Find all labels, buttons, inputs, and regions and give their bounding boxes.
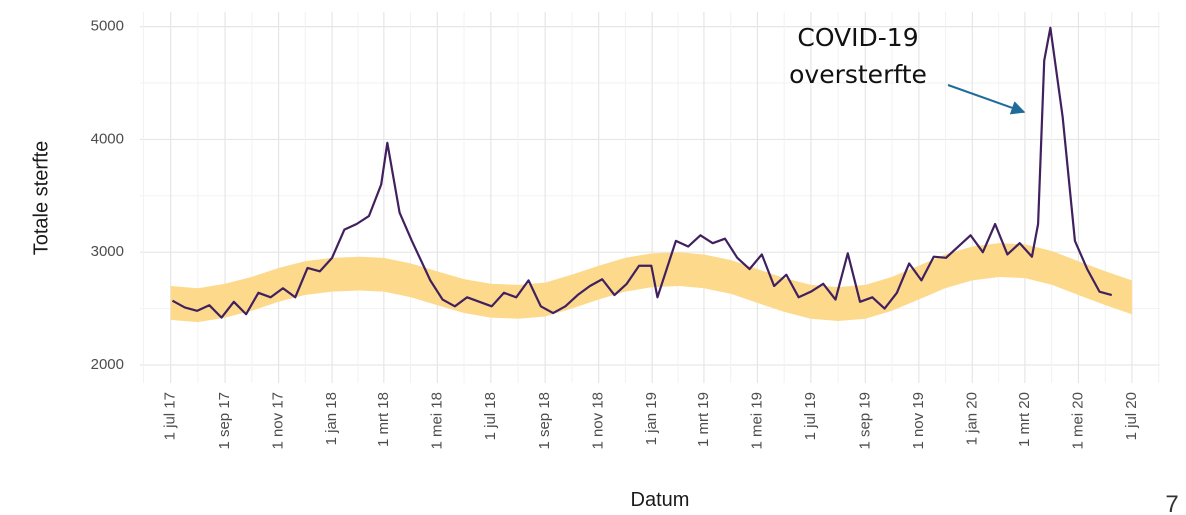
x-tick-label: 1 mei 19 [748, 392, 765, 450]
x-tick-label: 1 jul 17 [162, 392, 179, 440]
x-tick-label: 1 jul 18 [482, 392, 499, 440]
x-tick-label: 1 jan 19 [643, 392, 660, 445]
x-tick-label: 1 nov 18 [590, 392, 607, 450]
expected-band [170, 243, 1132, 323]
annotation-arrow [947, 84, 1026, 115]
y-tick-label: 4000 [91, 130, 124, 147]
x-tick-label: 1 jul 19 [802, 392, 819, 440]
y-tick-label: 5000 [91, 18, 124, 35]
plot [170, 26, 1132, 323]
y-tick-label: 3000 [91, 243, 124, 260]
x-tick-label: 1 jan 18 [323, 392, 340, 445]
x-tick-label: 1 jul 20 [1123, 392, 1140, 440]
x-tick-label: 1 mrt 18 [375, 392, 392, 447]
x-tick-label: 1 mrt 19 [695, 392, 712, 447]
x-tick-label: 1 nov 19 [910, 392, 927, 450]
mortality-line [171, 26, 1113, 319]
x-tick-label: 1 mrt 20 [1016, 392, 1033, 447]
y-tick-label: 2000 [91, 356, 124, 373]
x-tick-label: 1 sep 17 [216, 392, 233, 450]
x-tick-label: 1 sep 19 [856, 392, 873, 450]
x-tick-label: 1 nov 17 [270, 392, 287, 450]
page-number: 7 [1165, 491, 1178, 515]
y-axis-title: Totale sterfte [30, 141, 52, 256]
x-tick-label: 1 sep 18 [536, 392, 553, 450]
annotation: oversterfte [789, 60, 927, 89]
annotation: COVID-19 [797, 23, 918, 52]
x-tick-label: 1 jan 20 [963, 392, 980, 445]
x-tick-label: 1 mei 20 [1069, 392, 1086, 450]
grid [140, 12, 1160, 383]
x-axis-title: Datum [631, 489, 690, 511]
x-tick-label: 1 mei 18 [428, 392, 445, 450]
